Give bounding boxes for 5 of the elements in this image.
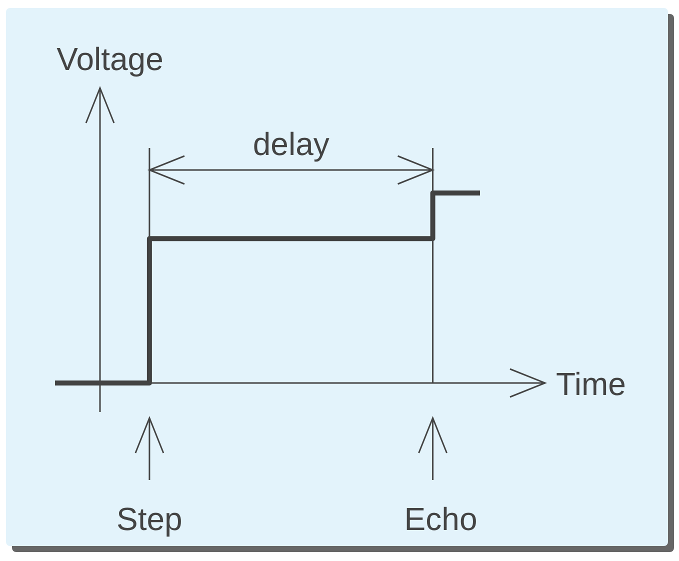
y-axis-title: Voltage [56,41,164,77]
text: Step [116,501,182,537]
x-axis-title: Time [556,366,626,402]
text: Echo [404,501,478,537]
text: delay [252,126,330,162]
